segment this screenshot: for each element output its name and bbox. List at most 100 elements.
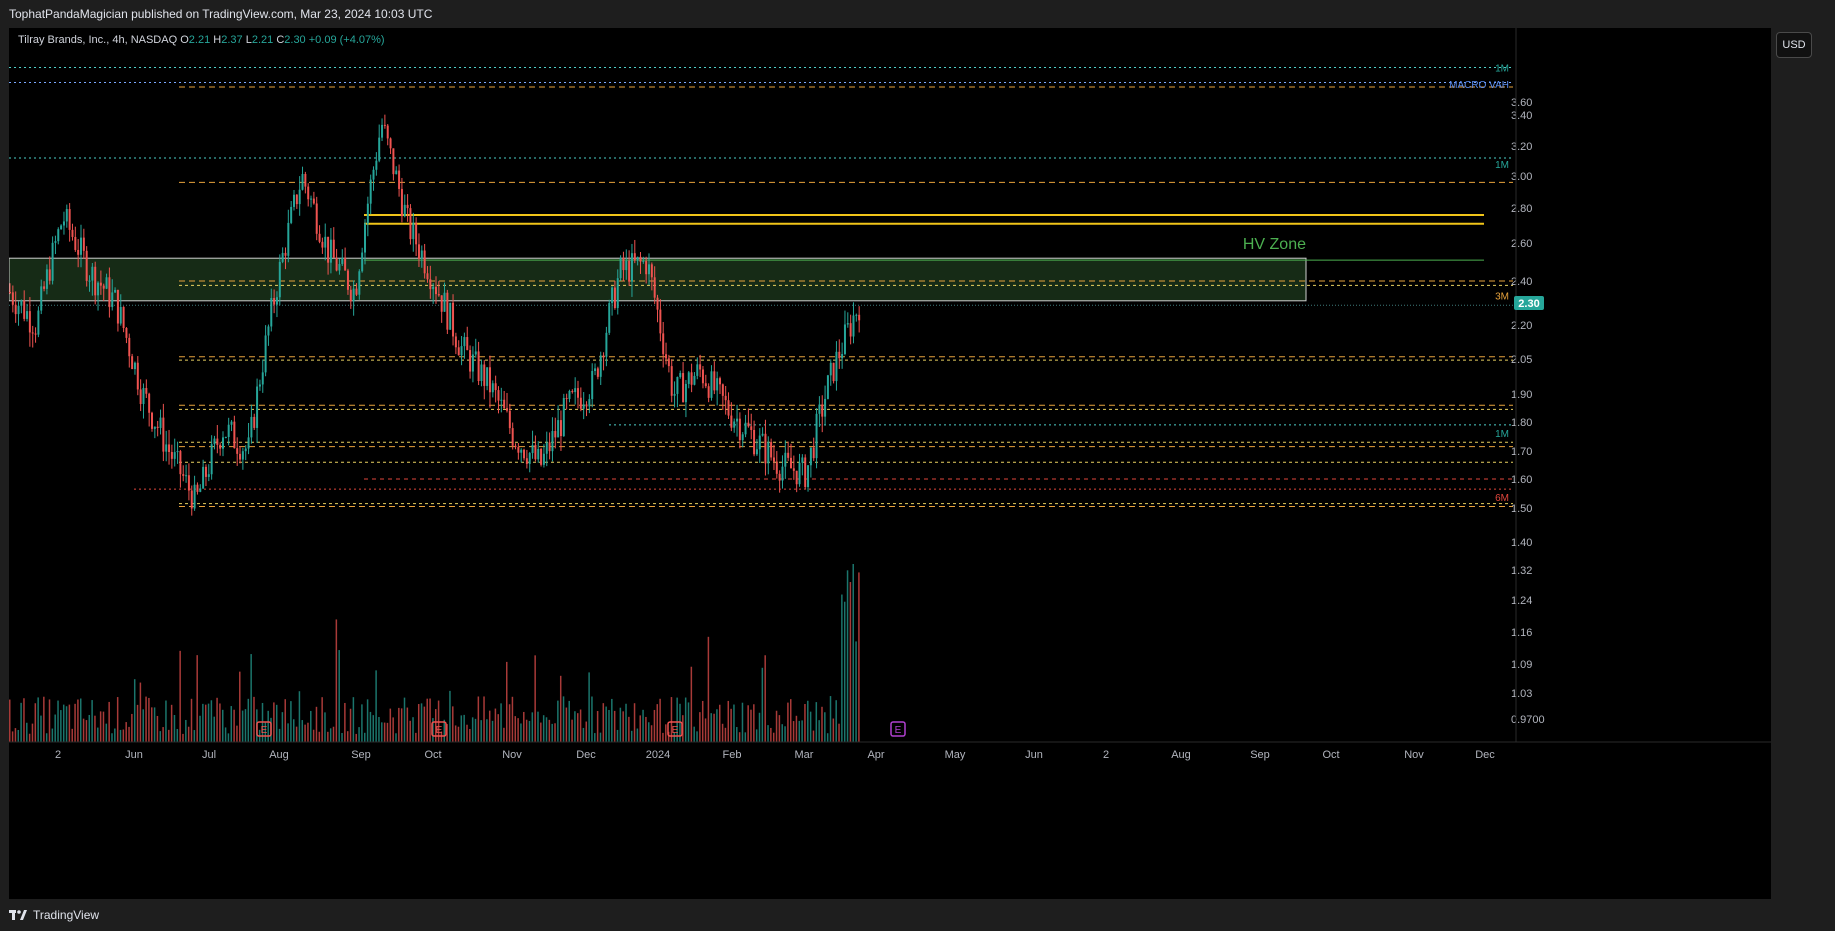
- volume-bar: [528, 720, 531, 742]
- high-label: H: [213, 34, 222, 46]
- candle-body: [812, 447, 815, 459]
- candle-body: [156, 426, 159, 428]
- volume-bar: [639, 715, 641, 742]
- volume-bar: [51, 728, 54, 742]
- level-label-2: 1M: [1495, 160, 1509, 171]
- candle-body: [136, 362, 139, 390]
- volume-bar: [426, 698, 428, 742]
- volume-bar: [358, 727, 360, 742]
- volume-bar: [858, 572, 860, 742]
- candle-body: [222, 437, 224, 449]
- volume-bar: [383, 722, 386, 742]
- volume-bar: [608, 709, 610, 742]
- earnings-marker-box[interactable]: [256, 721, 272, 737]
- price-tick-label: 1.90: [1511, 389, 1532, 401]
- volume-bar: [758, 712, 761, 742]
- candle-body: [111, 292, 114, 308]
- volume-bar: [733, 704, 735, 742]
- candle-body: [236, 448, 239, 454]
- volume-bar: [670, 697, 673, 742]
- candle-body: [599, 355, 602, 377]
- candle-body: [622, 257, 625, 271]
- candle-body: [261, 372, 264, 385]
- volume-bar: [662, 732, 664, 742]
- candle-body: [256, 386, 259, 428]
- currency-button[interactable]: USD: [1776, 32, 1812, 58]
- price-chart[interactable]: 1M MACRO VAH 1M 3M 1M 6M HV Zone E E E E 2 Jun Jul Aug…: [9, 28, 1771, 899]
- candle-body: [628, 260, 631, 282]
- volume-bar: [34, 703, 37, 742]
- chart-area[interactable]: 1M MACRO VAH 1M 3M 1M 6M HV Zone E E E E 2 Jun Jul Aug…: [9, 28, 1771, 899]
- volume-bar: [193, 730, 196, 742]
- volume-bar: [366, 699, 369, 742]
- earnings-marker-label[interactable]: E: [672, 725, 679, 736]
- volume-bar: [764, 655, 766, 742]
- candle-body: [730, 415, 733, 428]
- candle-body: [392, 148, 395, 175]
- candle-body: [716, 378, 719, 391]
- volume-bar: [503, 727, 505, 742]
- volume-bar: [355, 733, 357, 742]
- candle-body: [719, 378, 721, 385]
- volume-bar: [278, 728, 281, 742]
- candle-body: [389, 138, 392, 149]
- time-tick-label: Jun: [125, 749, 143, 761]
- earnings-marker-label[interactable]: E: [895, 725, 902, 736]
- tradingview-logo[interactable]: TradingView: [9, 899, 99, 931]
- volume-bar: [204, 704, 207, 742]
- volume-bar: [531, 712, 534, 742]
- candle-body: [122, 306, 125, 329]
- candle-body: [102, 285, 105, 289]
- volume-bar: [125, 722, 127, 742]
- volume-bar: [222, 709, 224, 742]
- volume-bar: [165, 700, 167, 742]
- candle-body: [224, 436, 227, 438]
- candle-body: [398, 170, 401, 189]
- volume-bar: [344, 702, 346, 742]
- volume-bar: [369, 711, 372, 742]
- volume-bar: [310, 710, 312, 742]
- earnings-marker-box[interactable]: [890, 721, 906, 737]
- candle-body: [170, 452, 173, 459]
- earnings-marker-box[interactable]: [667, 721, 683, 737]
- earnings-marker-box[interactable]: [431, 721, 447, 737]
- candle-body: [818, 404, 821, 414]
- candle-body: [151, 412, 153, 429]
- time-tick-label: Jul: [202, 749, 216, 761]
- volume-bar: [798, 720, 801, 742]
- earnings-marker-label[interactable]: E: [436, 725, 443, 736]
- candle-body: [440, 295, 443, 312]
- volume-bar: [605, 706, 607, 742]
- price-scale-panel[interactable]: [1771, 28, 1835, 899]
- candle-body: [429, 279, 432, 290]
- candle-body: [849, 323, 852, 337]
- candle-body: [34, 333, 37, 335]
- publish-header: TophatPandaMagician published on Trading…: [0, 0, 1835, 28]
- candle-body: [335, 257, 338, 271]
- candle-body: [403, 204, 406, 217]
- candle-body: [846, 323, 849, 325]
- candle-body: [554, 431, 557, 438]
- candle-body: [293, 194, 295, 207]
- volume-bar: [45, 733, 48, 742]
- volume-bar: [557, 700, 559, 742]
- candle-body: [97, 282, 100, 296]
- candle-body: [699, 364, 702, 370]
- candle-body: [545, 442, 548, 454]
- earnings-marker-label[interactable]: E: [261, 725, 268, 736]
- candle-body: [318, 233, 321, 242]
- volume-bar: [596, 711, 599, 742]
- time-tick-label: Nov: [1404, 749, 1424, 761]
- volume-bar: [679, 703, 681, 742]
- candle-body: [474, 351, 477, 355]
- candle-body: [133, 362, 136, 370]
- candle-body: [287, 222, 290, 256]
- candle-body: [548, 442, 551, 452]
- candle-body: [355, 288, 358, 295]
- volume-bar: [849, 582, 852, 742]
- candle-body: [613, 287, 616, 309]
- candle-body: [693, 375, 696, 385]
- candle-body: [761, 433, 764, 436]
- volume-bar: [676, 697, 678, 742]
- volume-bar: [693, 726, 695, 742]
